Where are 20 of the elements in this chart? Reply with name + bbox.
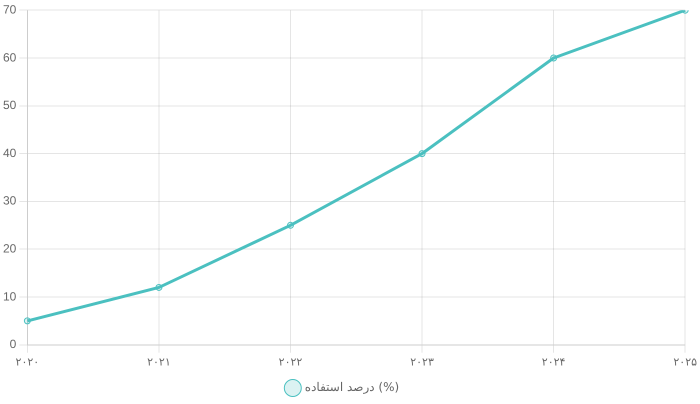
x-tick-label: ۲۰۲۴ [542, 355, 566, 368]
y-tick-label: 60 [2, 50, 17, 64]
y-tick-label: 30 [2, 194, 17, 208]
x-tick-label: ۲۰۲۵ [673, 355, 698, 368]
legend-label: درصد استفاده (%) [304, 380, 400, 394]
y-tick-label: 40 [2, 146, 17, 160]
y-tick-label: 10 [2, 289, 17, 304]
point [550, 54, 558, 62]
x-tick-label: ۲۰۲۰ [16, 355, 40, 368]
point [155, 284, 162, 291]
x-tick-label: ۲۰۲۲ [278, 355, 302, 368]
y-tick-label: 0 [10, 337, 17, 352]
y-tick-label: 70 [2, 2, 17, 17]
point [24, 317, 31, 324]
y-tick-label: 50 [2, 98, 17, 112]
point [418, 150, 426, 158]
y-tick-label: 20 [2, 242, 17, 256]
x-tick-label: ۲۰۲۱ [147, 355, 171, 368]
point [286, 222, 294, 229]
x-tick-label: ۲۰۲۳ [410, 355, 434, 368]
